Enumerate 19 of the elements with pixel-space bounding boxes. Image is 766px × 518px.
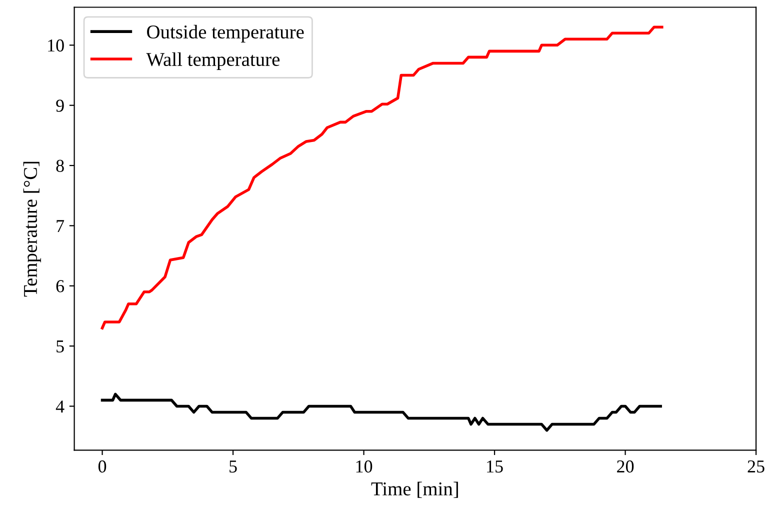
x-tick-label: 0 [98, 460, 106, 473]
x-tick-label: 25 [748, 460, 764, 473]
x-tick-label: 10 [356, 460, 372, 473]
y-tick-label: 5 [56, 340, 64, 352]
y-tick-label: 7 [56, 220, 64, 232]
x-axis-title: Time [min] [371, 482, 458, 498]
legend-label: Outside temperature [147, 24, 304, 43]
y-axis-title: Temperature [°C] [23, 162, 41, 297]
y-tick-label: 9 [56, 100, 64, 112]
y-tick-label: 4 [56, 400, 64, 412]
x-tick-label: 5 [230, 460, 237, 473]
line-series [100, 26, 664, 330]
y-tick-label: 10 [48, 39, 64, 52]
x-tick-label: 15 [487, 460, 503, 473]
y-tick-label: 6 [56, 280, 64, 292]
x-tick-label: 20 [617, 460, 634, 473]
y-tick-label: 8 [56, 160, 64, 172]
line-series [100, 392, 662, 432]
legend-label: Wall temperature [146, 52, 280, 70]
